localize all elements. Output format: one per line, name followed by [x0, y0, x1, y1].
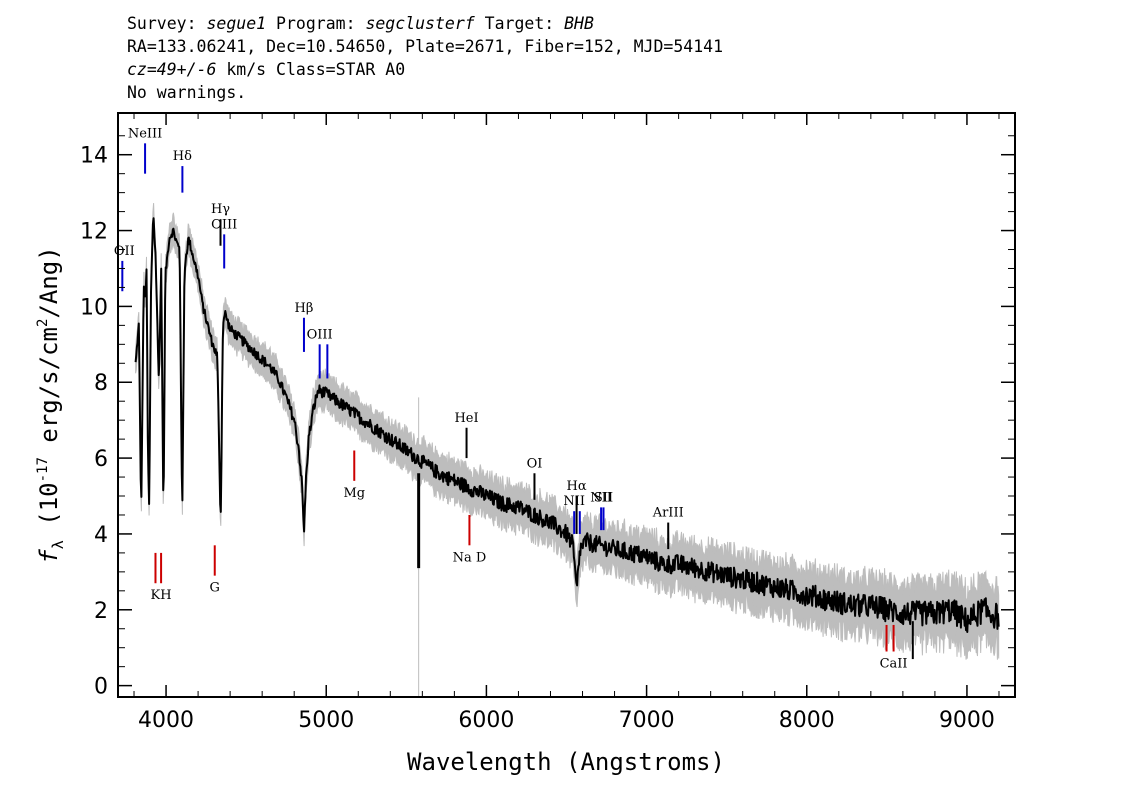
flux-layer — [134, 217, 1000, 633]
y-title-f: f — [35, 549, 63, 564]
x-tick-label: 9000 — [939, 708, 995, 733]
y-tick-label: 4 — [94, 523, 108, 548]
plot-frame — [117, 112, 1016, 698]
target-value: BHB — [564, 14, 594, 33]
absorption-label-Mg: Mg — [343, 486, 365, 501]
absorption-label-H: KH — [151, 588, 172, 603]
y-tick-label: 14 — [80, 144, 108, 169]
target-label: Target: — [474, 14, 565, 33]
x-tick-label: 7000 — [619, 708, 675, 733]
emission-label-Halpha: Hα — [567, 479, 587, 494]
survey-value: segue1 — [206, 14, 267, 33]
y-title-mid: erg/s/cm — [35, 327, 63, 457]
x-tick-label: 4000 — [138, 708, 194, 733]
emission-label-OIII-4363: OIII — [211, 217, 237, 232]
absorption-label-G: G — [210, 581, 220, 596]
y-title-post: /Ang) — [35, 246, 63, 318]
y-tick-label: 12 — [80, 220, 108, 245]
absorption-label-CaII-8542: CaII — [880, 656, 908, 671]
header-line-redshift: cz=49+/-6 km/s Class=STAR A0 — [127, 58, 723, 81]
header-line-survey: Survey: segue1 Program: segclusterf Targ… — [127, 12, 723, 35]
emission-label-HeI: HeI — [454, 411, 478, 426]
plot-area — [134, 203, 1000, 697]
emission-label-Hdelta: Hδ — [173, 149, 192, 164]
y-title-exp2: 2 — [35, 319, 51, 327]
x-tick-label: 5000 — [298, 708, 354, 733]
emission-label-SII-6731: SII — [594, 490, 613, 505]
y-tick-label: 8 — [94, 371, 108, 396]
y-title-sub: λ — [49, 540, 67, 549]
y-title-pre: (10 — [35, 482, 63, 540]
emission-label-SII-6716: NII — [590, 490, 612, 505]
y-tick-label: 6 — [94, 447, 108, 472]
y-tick-label: 0 — [94, 675, 108, 700]
y-axis-title: fλ (10-17 erg/s/cm2/Ang) — [35, 246, 67, 563]
emission-label-ArIII: ArIII — [652, 506, 684, 521]
header-line-warnings: No warnings. — [127, 83, 247, 102]
program-label: Program: — [266, 14, 366, 33]
error-band-path — [135, 203, 1000, 660]
flux-line — [134, 217, 1000, 633]
absorption-label-NaD: Na D — [453, 550, 487, 565]
x-tick-label: 6000 — [458, 708, 514, 733]
cz-value: cz=49+/-6 — [127, 60, 217, 79]
y-tick-label: 2 — [94, 599, 108, 624]
y-tick-label: 10 — [80, 295, 108, 320]
emission-label-OIII-4959: OIII — [307, 327, 333, 342]
y-title-exp1: -17 — [35, 457, 51, 482]
program-value: segclusterf — [365, 14, 475, 33]
x-axis-title: Wavelength (Angstroms) — [407, 748, 725, 776]
class-value: km/s Class=STAR A0 — [216, 60, 406, 79]
emission-label-OII: OII — [114, 244, 135, 259]
x-tick-label: 8000 — [779, 708, 835, 733]
emission-label-Hgamma: Hγ — [211, 202, 230, 217]
survey-label: Survey: — [127, 14, 207, 33]
axis-ticks: 4000 5000 6000 7000 8000 9000 0 2 4 6 8 10 12 14 — [80, 113, 1015, 733]
spectrum-header: Survey: segue1 Program: segclusterf Targ… — [127, 12, 723, 104]
emission-label-OI: OI — [527, 456, 543, 471]
line-markers: NeIIIOIIHδHγOIIIHβOIIIHeIOINIIHαNIISIIAr… — [114, 126, 914, 671]
emission-label-Hbeta: Hβ — [295, 301, 314, 316]
emission-label-NeIII: NeIII — [128, 126, 162, 141]
header-line-coords: RA=133.06241, Dec=10.54650, Plate=2671, … — [127, 37, 724, 56]
emission-label-NII-6548: NII — [563, 494, 585, 509]
